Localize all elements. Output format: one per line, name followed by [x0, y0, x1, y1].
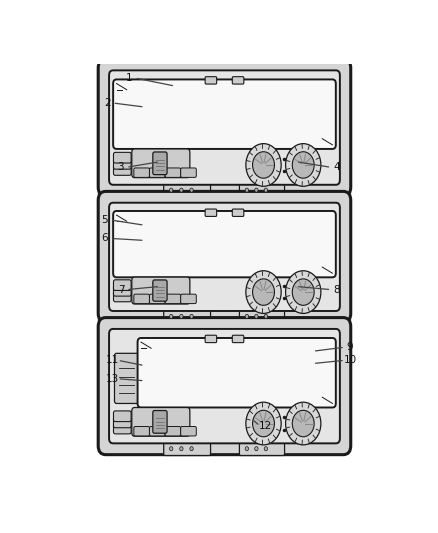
Circle shape — [190, 188, 193, 192]
FancyBboxPatch shape — [109, 203, 340, 311]
Circle shape — [245, 188, 249, 192]
FancyBboxPatch shape — [164, 442, 211, 456]
Circle shape — [170, 188, 173, 192]
FancyBboxPatch shape — [149, 168, 165, 177]
FancyBboxPatch shape — [98, 59, 351, 196]
FancyBboxPatch shape — [138, 338, 336, 408]
Circle shape — [246, 402, 281, 445]
FancyBboxPatch shape — [149, 426, 165, 436]
FancyBboxPatch shape — [132, 149, 190, 177]
FancyBboxPatch shape — [165, 168, 181, 177]
FancyBboxPatch shape — [153, 410, 167, 433]
Circle shape — [253, 152, 275, 178]
Circle shape — [180, 188, 183, 192]
FancyBboxPatch shape — [113, 286, 131, 296]
Circle shape — [286, 271, 321, 313]
Circle shape — [170, 314, 173, 318]
FancyBboxPatch shape — [181, 426, 196, 436]
Text: 8: 8 — [333, 285, 340, 295]
FancyBboxPatch shape — [232, 77, 244, 84]
Text: 5: 5 — [102, 215, 108, 225]
Text: 3: 3 — [118, 163, 124, 172]
Circle shape — [292, 279, 314, 305]
FancyBboxPatch shape — [98, 191, 351, 322]
Circle shape — [292, 410, 314, 437]
Circle shape — [190, 314, 193, 318]
FancyBboxPatch shape — [132, 277, 190, 304]
Circle shape — [286, 402, 321, 445]
Text: 9: 9 — [347, 342, 353, 352]
Circle shape — [254, 447, 258, 451]
FancyBboxPatch shape — [109, 70, 340, 185]
FancyBboxPatch shape — [134, 168, 149, 177]
Circle shape — [254, 314, 258, 318]
Circle shape — [180, 314, 183, 318]
Circle shape — [264, 314, 268, 318]
FancyBboxPatch shape — [113, 291, 131, 302]
FancyBboxPatch shape — [153, 280, 167, 301]
FancyBboxPatch shape — [113, 165, 131, 175]
FancyBboxPatch shape — [232, 209, 244, 216]
FancyBboxPatch shape — [113, 423, 131, 434]
Text: 2: 2 — [104, 98, 111, 108]
FancyBboxPatch shape — [149, 294, 165, 304]
FancyBboxPatch shape — [205, 209, 217, 216]
FancyBboxPatch shape — [109, 329, 340, 443]
FancyBboxPatch shape — [113, 79, 336, 149]
FancyBboxPatch shape — [113, 417, 131, 427]
Text: 1: 1 — [126, 73, 133, 83]
FancyBboxPatch shape — [113, 411, 131, 422]
FancyBboxPatch shape — [205, 77, 217, 84]
Circle shape — [286, 143, 321, 187]
FancyBboxPatch shape — [240, 310, 285, 323]
Circle shape — [245, 314, 249, 318]
Text: 10: 10 — [343, 356, 357, 365]
FancyBboxPatch shape — [232, 335, 244, 343]
Circle shape — [292, 152, 314, 178]
FancyBboxPatch shape — [181, 294, 196, 304]
Circle shape — [254, 188, 258, 192]
FancyBboxPatch shape — [153, 152, 167, 175]
FancyBboxPatch shape — [240, 183, 285, 197]
FancyBboxPatch shape — [113, 158, 131, 169]
Circle shape — [264, 447, 268, 451]
FancyBboxPatch shape — [113, 152, 131, 163]
Circle shape — [180, 447, 183, 451]
Text: 4: 4 — [333, 163, 340, 172]
FancyBboxPatch shape — [205, 335, 217, 343]
Circle shape — [253, 279, 275, 305]
FancyBboxPatch shape — [165, 426, 181, 436]
FancyBboxPatch shape — [98, 318, 351, 455]
Circle shape — [170, 447, 173, 451]
FancyBboxPatch shape — [113, 280, 131, 290]
FancyBboxPatch shape — [134, 294, 149, 304]
FancyBboxPatch shape — [181, 168, 196, 177]
Circle shape — [245, 447, 249, 451]
FancyBboxPatch shape — [134, 426, 149, 436]
FancyBboxPatch shape — [164, 310, 211, 323]
Circle shape — [253, 410, 275, 437]
Text: 13: 13 — [106, 374, 119, 384]
Circle shape — [246, 271, 281, 313]
Text: 6: 6 — [102, 233, 108, 244]
FancyBboxPatch shape — [132, 408, 190, 436]
Text: 12: 12 — [258, 421, 272, 431]
Text: 11: 11 — [106, 356, 119, 365]
Circle shape — [190, 447, 193, 451]
FancyBboxPatch shape — [240, 442, 285, 456]
Circle shape — [264, 188, 268, 192]
Circle shape — [246, 143, 281, 187]
FancyBboxPatch shape — [165, 294, 181, 304]
FancyBboxPatch shape — [164, 183, 211, 197]
Text: 7: 7 — [118, 285, 124, 295]
FancyBboxPatch shape — [113, 211, 336, 277]
FancyBboxPatch shape — [114, 353, 139, 403]
